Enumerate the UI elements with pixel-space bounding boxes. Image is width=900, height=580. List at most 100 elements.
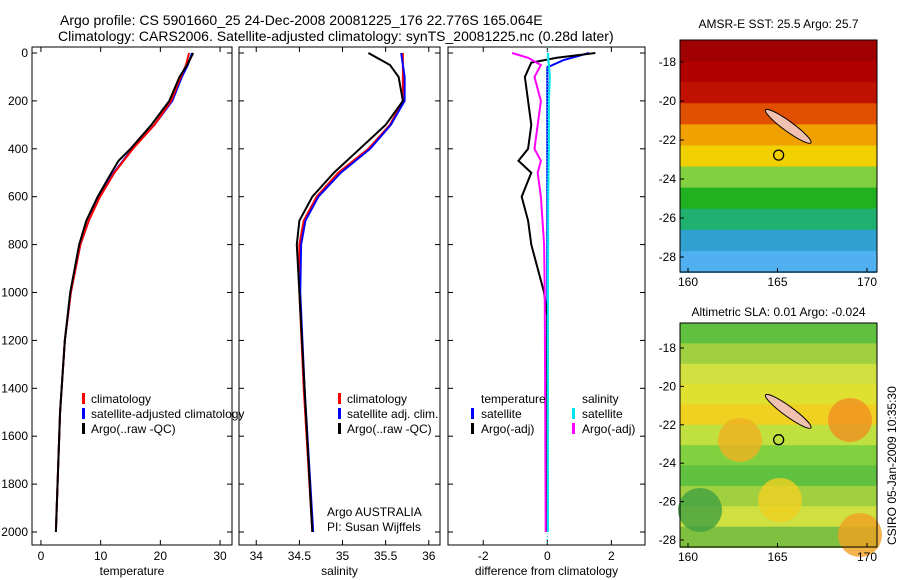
x-tick-label: 34 xyxy=(250,549,264,563)
y-tick-label: 1000 xyxy=(1,286,28,300)
x-tick-label: 35 xyxy=(336,549,350,563)
new-caledonia-landmass xyxy=(764,108,812,144)
x-tick-label: 165 xyxy=(767,550,787,564)
y-tick-label: 200 xyxy=(8,94,28,108)
map-color-band xyxy=(680,166,877,189)
map-frame xyxy=(679,322,878,548)
y-tick-label: -22 xyxy=(659,133,677,147)
new-caledonia-landmass xyxy=(764,393,812,429)
series-line-temperature-satellite xyxy=(546,52,590,532)
y-tick-label: -28 xyxy=(659,250,677,264)
y-tick-label: -24 xyxy=(659,456,677,470)
map-color-band xyxy=(680,323,877,345)
float-position-marker xyxy=(772,434,785,446)
y-tick-label: -18 xyxy=(659,55,677,69)
x-axis-label: salinity xyxy=(321,564,358,578)
y-tick-label: -20 xyxy=(659,94,677,108)
map-anomaly-blob xyxy=(838,513,882,557)
axes-frame xyxy=(238,46,441,546)
x-tick-label: 34.5 xyxy=(288,549,312,563)
x-axis-label: temperature xyxy=(100,564,165,578)
map-title: AMSR-E SST: 25.5 Argo: 25.7 xyxy=(698,17,858,31)
credit-line1: Argo AUSTRALIA xyxy=(327,505,422,519)
x-tick-label: 160 xyxy=(678,275,698,289)
series-line-temperature-argo-adj- xyxy=(517,52,596,532)
x-axis-label: difference from climatology xyxy=(475,564,618,578)
map-color-band xyxy=(680,187,877,210)
map-color-band xyxy=(680,384,877,406)
y-tick-label: 800 xyxy=(8,238,28,252)
panel-1: 0 10 20 30 0 200 400 600 800 1000 1200 1400 1600 1800… xyxy=(1,46,244,578)
map-anomaly-blob xyxy=(758,478,802,522)
figure-title-line1: Argo profile: CS 5901660_25 24-Dec-2008 … xyxy=(60,12,543,28)
map-color-band xyxy=(680,465,877,487)
map-color-band xyxy=(680,404,877,426)
legend-swatch xyxy=(82,393,85,404)
map-color-band xyxy=(680,343,877,365)
legend-label: salinity xyxy=(582,392,619,406)
series-line-argo-raw-qc- xyxy=(295,52,404,533)
legend-swatch xyxy=(338,423,341,434)
map-color-band xyxy=(680,82,877,105)
sst-map: AMSR-E SST: 25.5 Argo: 25.7 160 165 170 -18 -… xyxy=(659,17,878,289)
legend-swatch xyxy=(82,423,85,434)
map-color-band xyxy=(680,526,877,548)
y-tick-label: 1800 xyxy=(1,477,28,491)
x-tick-label: 170 xyxy=(857,275,877,289)
x-tick-label: -2 xyxy=(478,549,489,563)
y-tick-label: -20 xyxy=(659,379,677,393)
legend-label: climatology xyxy=(347,392,407,406)
y-tick-label: -22 xyxy=(659,418,677,432)
series-line-climatology xyxy=(298,53,404,533)
x-tick-label: 170 xyxy=(857,550,877,564)
map-color-band xyxy=(680,61,877,84)
legend-swatch xyxy=(82,408,85,419)
y-tick-label: 0 xyxy=(21,46,28,60)
legend-swatch xyxy=(338,393,341,404)
panel-2: 34 34.5 35 35.5 36 salinity climatologysatelli… xyxy=(238,46,441,578)
y-tick-label: 400 xyxy=(8,142,28,156)
y-tick-label: -26 xyxy=(659,495,677,509)
legend-swatch xyxy=(572,423,575,434)
legend-swatch xyxy=(471,423,474,434)
y-tick-label: 1200 xyxy=(1,333,28,347)
x-tick-label: 36 xyxy=(422,549,436,563)
x-tick-label: 165 xyxy=(767,275,787,289)
map-title: Altimetric SLA: 0.01 Argo: -0.024 xyxy=(691,305,865,319)
map-color-band xyxy=(680,250,877,273)
timestamp-label: CSIRO 05-Jan-2009 10:35:30 xyxy=(885,386,899,545)
y-tick-label: 2000 xyxy=(1,525,28,539)
legend-swatch xyxy=(471,408,474,419)
series-line-satellite-adjusted-climatology xyxy=(54,52,193,533)
map-anomaly-blob xyxy=(718,418,762,462)
y-tick-label: 600 xyxy=(8,190,28,204)
map-color-band xyxy=(680,445,877,467)
legend-swatch xyxy=(572,408,575,419)
map-color-band xyxy=(680,124,877,147)
series-line-salinity-argo-adj- xyxy=(511,52,547,533)
legend-label: Argo(-adj) xyxy=(582,422,635,436)
legend-label: satellite xyxy=(582,407,623,421)
x-tick-label: 0 xyxy=(544,549,551,563)
sla-map: Altimetric SLA: 0.01 Argo: -0.024 160 165 1… xyxy=(659,305,882,564)
y-tick-label: 1400 xyxy=(1,381,28,395)
legend-label: Argo(..raw -QC) xyxy=(91,422,176,436)
x-tick-label: 35.5 xyxy=(374,549,398,563)
map-anomaly-blob xyxy=(678,488,722,532)
y-tick-label: -26 xyxy=(659,211,677,225)
credit-line2: PI: Susan Wijffels xyxy=(327,520,421,534)
x-tick-label: 160 xyxy=(678,550,698,564)
float-position-marker xyxy=(772,149,785,161)
map-color-band xyxy=(680,229,877,252)
figure-title-line2: Climatology: CARS2006. Satellite-adjuste… xyxy=(58,28,614,44)
map-color-band xyxy=(680,363,877,386)
series-line-argo-raw-qc- xyxy=(54,52,195,533)
y-tick-label: -28 xyxy=(659,533,677,547)
axes-frame xyxy=(31,46,233,546)
y-tick-label: -24 xyxy=(659,172,677,186)
axes-frame xyxy=(447,46,646,546)
legend-label: satellite xyxy=(481,407,522,421)
